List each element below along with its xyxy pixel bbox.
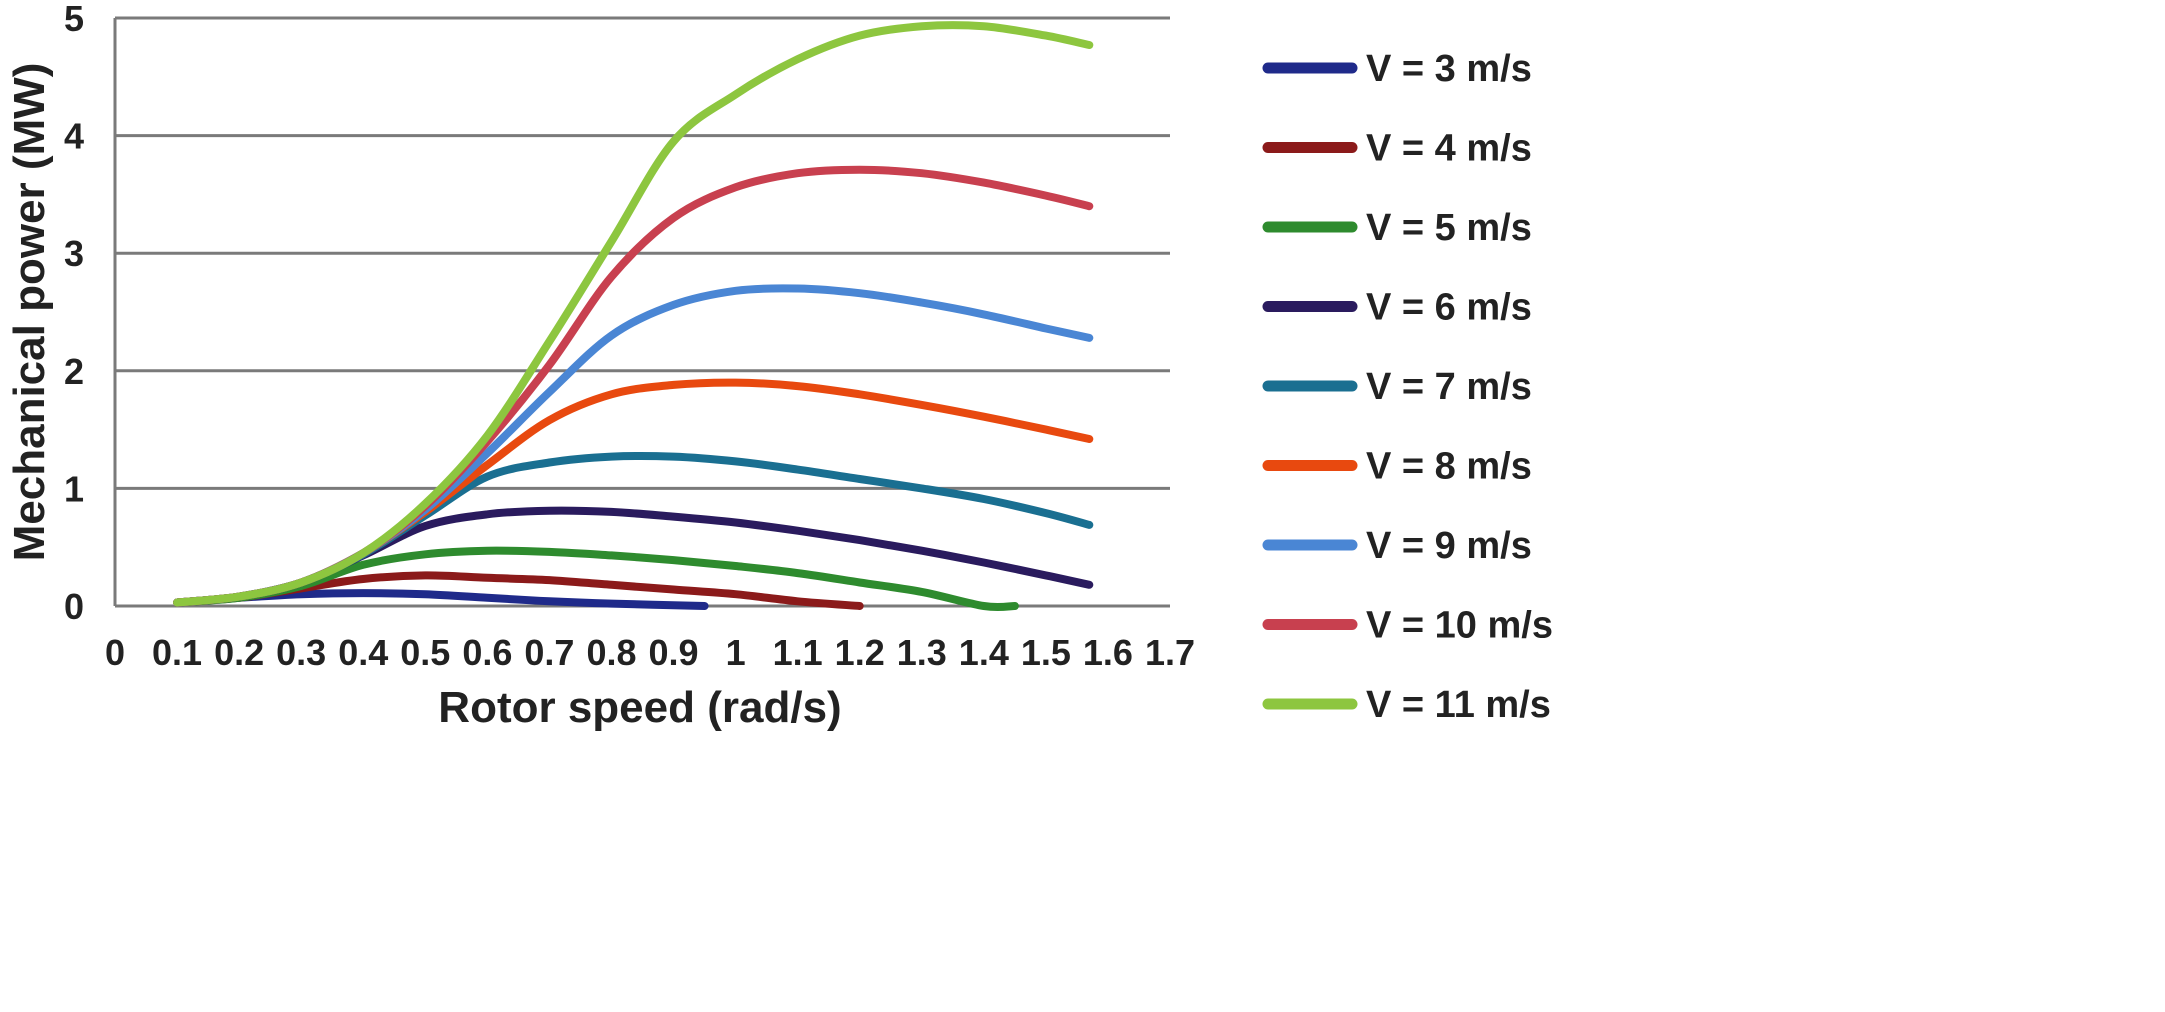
x-tick-label: 0 xyxy=(105,632,125,673)
x-tick-label: 0.5 xyxy=(400,632,450,673)
legend-label: V = 7 m/s xyxy=(1366,366,1532,408)
legend-item: V = 10 m/s xyxy=(1262,605,1553,647)
y-axis-label: Mechanical power (MW) xyxy=(5,63,54,562)
legend-label: V = 5 m/s xyxy=(1366,207,1532,249)
x-axis-label: Rotor speed (rad/s) xyxy=(438,683,841,732)
y-tick-label: 1 xyxy=(64,468,84,509)
x-tick-label: 0.3 xyxy=(276,632,326,673)
x-tick-label: 0.7 xyxy=(524,632,574,673)
x-tick-label: 1.7 xyxy=(1145,632,1195,673)
legend-item: V = 6 m/s xyxy=(1262,287,1532,329)
y-tick-label: 5 xyxy=(64,0,84,39)
x-tick-label: 1.5 xyxy=(1021,632,1071,673)
legend-item: V = 11 m/s xyxy=(1262,684,1551,726)
series-line-9 xyxy=(173,21,1094,607)
x-tick-label: 0.2 xyxy=(214,632,264,673)
legend-label: V = 9 m/s xyxy=(1366,525,1532,567)
y-tick-label: 0 xyxy=(64,586,84,627)
x-tick-label: 1.4 xyxy=(959,632,1009,673)
x-tick-label: 0.6 xyxy=(462,632,512,673)
legend-label: V = 8 m/s xyxy=(1366,446,1532,488)
x-tick-label: 1.6 xyxy=(1083,632,1133,673)
y-tick-label: 4 xyxy=(64,116,84,157)
y-tick-label: 2 xyxy=(64,351,84,392)
legend-label: V = 11 m/s xyxy=(1366,684,1551,726)
legend-label: V = 4 m/s xyxy=(1366,128,1532,170)
legend-label: V = 10 m/s xyxy=(1366,605,1553,647)
x-tick-label: 0.1 xyxy=(152,632,202,673)
legend-item: V = 7 m/s xyxy=(1262,366,1532,408)
legend-item: V = 3 m/s xyxy=(1262,48,1532,90)
legend-item: V = 5 m/s xyxy=(1262,207,1532,249)
legend-item: V = 8 m/s xyxy=(1262,446,1532,488)
legend: V = 3 m/s V = 4 m/s V = 5 m/s V = 6 m/s V = … xyxy=(1262,48,1553,726)
legend-label: V = 6 m/s xyxy=(1366,287,1532,329)
grid-layer xyxy=(115,16,1170,490)
x-tick-label: 0.9 xyxy=(649,632,699,673)
x-tick-label: 0.8 xyxy=(586,632,636,673)
x-tick-label: 1 xyxy=(726,632,746,673)
x-tick-label: 1.3 xyxy=(897,632,947,673)
series-layer xyxy=(173,21,1094,612)
x-tick-label: 1.1 xyxy=(773,632,823,673)
series-line-3 xyxy=(173,546,1019,612)
legend-label: V = 3 m/s xyxy=(1366,48,1532,90)
x-tick-label: 0.4 xyxy=(338,632,388,673)
legend-item: V = 4 m/s xyxy=(1262,128,1532,170)
y-tick-label: 3 xyxy=(64,233,84,274)
x-tick-label: 1.2 xyxy=(835,632,885,673)
legend-item: V = 9 m/s xyxy=(1262,525,1532,567)
